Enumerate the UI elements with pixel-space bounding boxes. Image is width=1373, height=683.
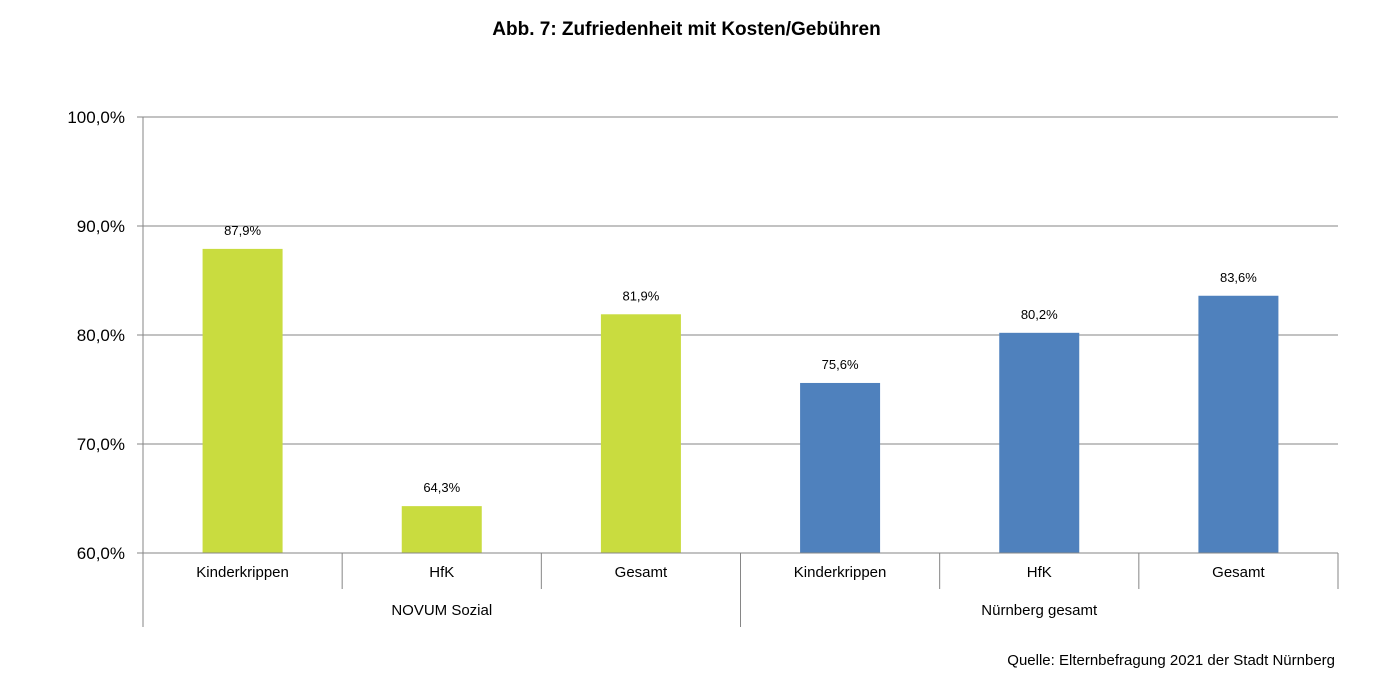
labels: 60,0% 70,0% 80,0% 90,0% 100,0% 87,9% Kinderkri…: [67, 108, 1265, 619]
value-label: 80,2%: [1021, 307, 1058, 322]
bar: [1198, 295, 1279, 553]
value-label: 64,3%: [423, 480, 460, 495]
y-tick-label: 100,0%: [67, 108, 125, 127]
category-label: Gesamt: [1212, 564, 1265, 581]
category-label: HfK: [1027, 564, 1052, 581]
group-label: Nürnberg gesamt: [981, 602, 1098, 619]
y-tick-label: 90,0%: [77, 217, 125, 236]
y-tick-label: 80,0%: [77, 326, 125, 345]
y-tick-label: 60,0%: [77, 544, 125, 563]
bar: [999, 332, 1080, 553]
source-note: Quelle: Elternbefragung 2021 der Stadt N…: [1007, 652, 1335, 669]
chart-title: Abb. 7: Zufriedenheit mit Kosten/Gebühre…: [492, 19, 881, 40]
gridlines: [143, 116, 1338, 445]
value-label: 81,9%: [622, 288, 659, 303]
bar: [202, 248, 283, 553]
bar: [401, 506, 482, 553]
axes: [137, 116, 1339, 627]
y-tick-label: 70,0%: [77, 435, 125, 454]
category-label: Kinderkrippen: [794, 564, 887, 581]
bar: [800, 382, 881, 553]
bars: [202, 248, 1279, 553]
category-label: Gesamt: [615, 564, 668, 581]
value-label: 83,6%: [1220, 270, 1257, 285]
category-label: HfK: [429, 564, 454, 581]
bar: [600, 314, 681, 553]
group-label: NOVUM Sozial: [391, 602, 492, 619]
value-label: 75,6%: [822, 357, 859, 372]
category-label: Kinderkrippen: [196, 564, 289, 581]
value-label: 87,9%: [224, 223, 261, 238]
